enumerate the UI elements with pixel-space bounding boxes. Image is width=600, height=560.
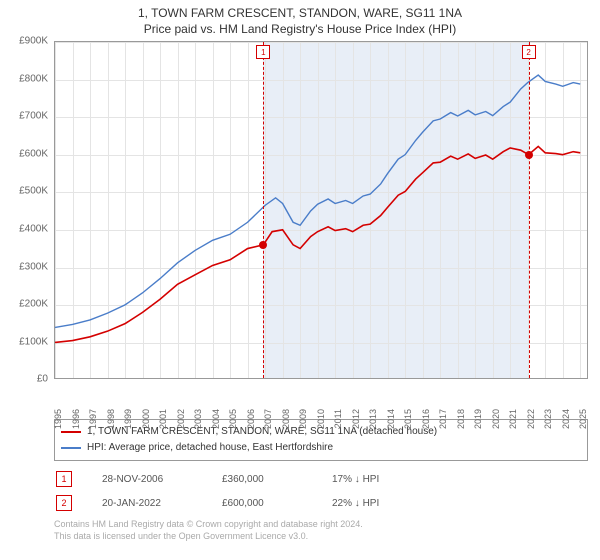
- sale-price: £600,000: [222, 498, 302, 509]
- x-axis-label: 2019: [473, 409, 477, 429]
- x-axis-label: 2007: [263, 409, 267, 429]
- x-axis-label: 2018: [456, 409, 460, 429]
- y-axis-labels: £0£100K£200K£300K£400K£500K£600K£700K£80…: [10, 41, 52, 379]
- footer-line-2: This data is licensed under the Open Gov…: [54, 531, 588, 543]
- chart-title: 1, TOWN FARM CRESCENT, STANDON, WARE, SG…: [10, 6, 590, 37]
- sale-date: 20-JAN-2022: [102, 498, 192, 509]
- sale-badge-marker: 1: [256, 45, 270, 59]
- x-axis-label: 2024: [561, 409, 565, 429]
- x-axis-label: 1999: [123, 409, 127, 429]
- x-axis-label: 2011: [333, 409, 337, 428]
- sale-vline: [529, 42, 530, 378]
- x-axis-label: 1998: [106, 409, 110, 429]
- legend-label: HPI: Average price, detached house, East…: [87, 440, 333, 456]
- x-axis-label: 2003: [193, 409, 197, 429]
- sale-vline: [263, 42, 264, 378]
- x-axis-labels: 1995199619971998199920002001200220032004…: [54, 379, 588, 413]
- y-axis-label: £500K: [19, 186, 48, 197]
- footer-line-1: Contains HM Land Registry data © Crown c…: [54, 519, 588, 531]
- title-line-1: 1, TOWN FARM CRESCENT, STANDON, WARE, SG…: [10, 6, 590, 22]
- chart-lines: [55, 42, 588, 379]
- x-axis-label: 2000: [141, 409, 145, 429]
- x-axis-label: 2009: [298, 409, 302, 429]
- sale-row: 2 20-JAN-2022 £600,000 22% ↓ HPI: [54, 491, 588, 515]
- sale-date: 28-NOV-2006: [102, 474, 192, 485]
- x-axis-label: 2006: [246, 409, 250, 429]
- x-axis-label: 2017: [438, 409, 442, 429]
- x-axis-label: 2015: [403, 409, 407, 429]
- plot-area: 12: [54, 41, 588, 379]
- series-hpi: [55, 75, 580, 327]
- x-axis-label: 2002: [176, 409, 180, 429]
- x-axis-label: 2010: [316, 409, 320, 429]
- y-axis-label: £0: [37, 374, 48, 385]
- x-axis-label: 2020: [491, 409, 495, 429]
- sale-price: £360,000: [222, 474, 302, 485]
- legend-swatch: [61, 431, 81, 433]
- y-axis-label: £300K: [19, 261, 48, 272]
- sale-row: 1 28-NOV-2006 £360,000 17% ↓ HPI: [54, 467, 588, 491]
- x-axis-label: 2021: [508, 409, 512, 429]
- attribution-footer: Contains HM Land Registry data © Crown c…: [54, 519, 588, 542]
- series-property: [55, 147, 580, 343]
- x-axis-label: 2016: [421, 409, 425, 429]
- y-axis-label: £400K: [19, 223, 48, 234]
- y-axis-label: £700K: [19, 111, 48, 122]
- title-line-2: Price paid vs. HM Land Registry's House …: [10, 22, 590, 38]
- legend-item: HPI: Average price, detached house, East…: [61, 440, 581, 456]
- x-axis-label: 1997: [88, 409, 92, 429]
- x-axis-label: 2001: [158, 409, 162, 429]
- x-axis-label: 2012: [351, 409, 355, 429]
- y-axis-label: £200K: [19, 299, 48, 310]
- sale-delta: 17% ↓ HPI: [332, 474, 379, 485]
- x-axis-label: 2014: [386, 409, 390, 429]
- x-axis-label: 2013: [368, 409, 372, 429]
- sale-badge: 2: [56, 495, 72, 511]
- legend-swatch: [61, 447, 81, 449]
- sale-badge-marker: 2: [522, 45, 536, 59]
- x-axis-label: 1996: [71, 409, 75, 429]
- sale-badge: 1: [56, 471, 72, 487]
- sale-marker: [525, 151, 533, 159]
- y-axis-label: £800K: [19, 73, 48, 84]
- x-axis-label: 1995: [53, 409, 57, 429]
- x-axis-label: 2005: [228, 409, 232, 429]
- y-axis-label: £600K: [19, 148, 48, 159]
- x-axis-label: 2025: [578, 409, 582, 429]
- sale-marker: [259, 241, 267, 249]
- sale-delta: 22% ↓ HPI: [332, 498, 379, 509]
- x-axis-label: 2022: [526, 409, 530, 429]
- x-axis-label: 2008: [281, 409, 285, 429]
- y-axis-label: £900K: [19, 36, 48, 47]
- x-axis-label: 2023: [543, 409, 547, 429]
- x-axis-label: 2004: [211, 409, 215, 429]
- y-axis-label: £100K: [19, 336, 48, 347]
- sales-list: 1 28-NOV-2006 £360,000 17% ↓ HPI 2 20-JAN-202…: [54, 467, 588, 515]
- price-chart: 12£0£100K£200K£300K£400K£500K£600K£700K£…: [10, 41, 590, 415]
